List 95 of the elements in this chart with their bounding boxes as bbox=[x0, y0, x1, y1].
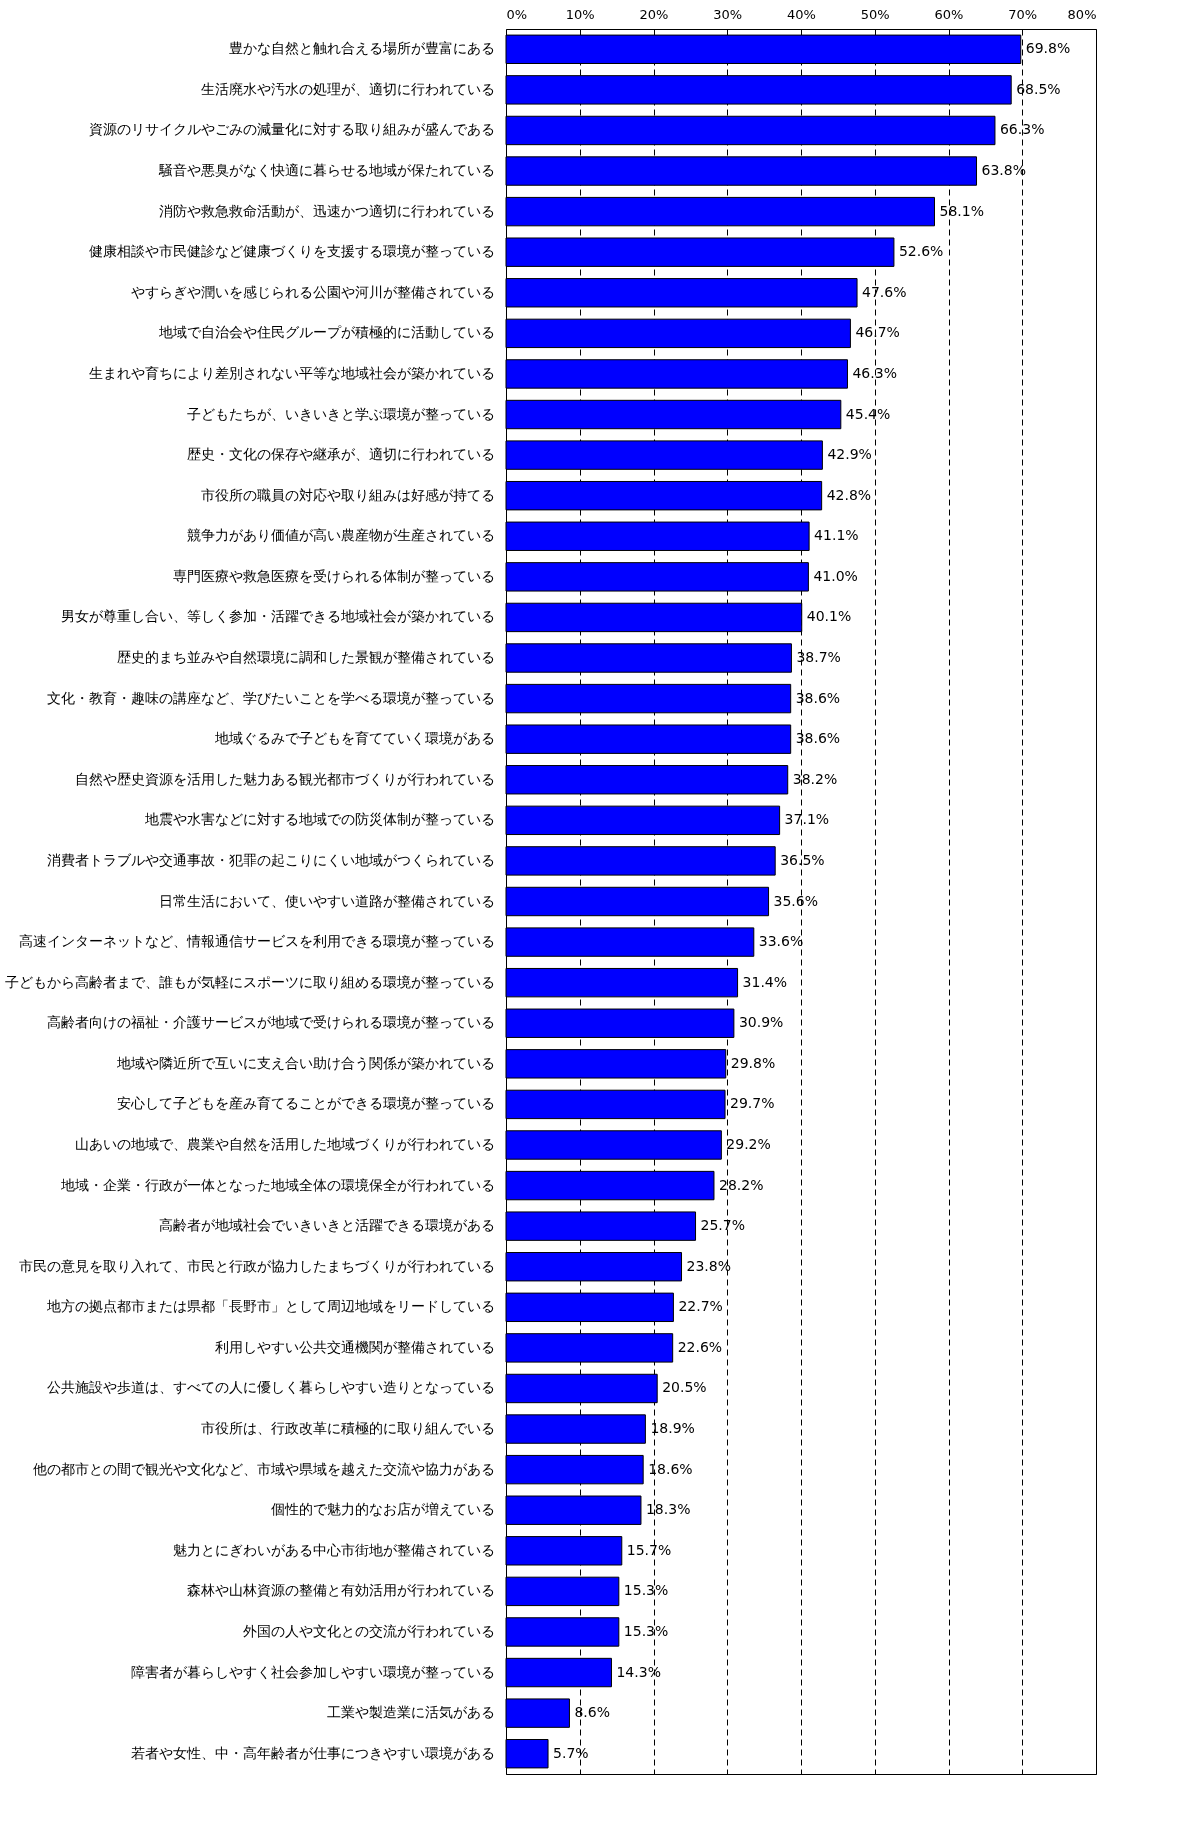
y-tick-label: 歴史的まち並みや自然環境に調和した景観が整備されている bbox=[116, 649, 495, 666]
data-label: 22.6% bbox=[677, 1338, 723, 1355]
y-tick-label: 男女が尊重し合い、等しく参加・活躍できる地域社会が築かれている bbox=[60, 608, 495, 625]
data-label: 42.8% bbox=[826, 486, 872, 503]
data-label: 18.9% bbox=[650, 1420, 695, 1437]
y-tick-label: 競争力があり価値が高い農産物が生産されている bbox=[186, 527, 495, 544]
data-label: 8.6% bbox=[574, 1704, 610, 1721]
x-tick-label: 40% bbox=[787, 6, 816, 22]
data-label: 14.3% bbox=[616, 1663, 661, 1680]
data-label: 22.7% bbox=[678, 1298, 723, 1315]
data-label: 18.3% bbox=[645, 1501, 691, 1518]
y-tick-label: 他の都市との間で観光や文化など、市域や県域を越えた交流や協力がある bbox=[32, 1460, 495, 1477]
y-tick-label: 地域・企業・行政が一体となった地域全体の環境保全が行われている bbox=[59, 1176, 495, 1193]
x-tick-label: 10% bbox=[565, 6, 595, 22]
y-tick-label: 日常生活において、使いやすい道路が整備されている bbox=[158, 892, 495, 909]
data-label: 46.3% bbox=[852, 364, 897, 381]
y-tick-label: 地方の拠点都市または県都「長野市」として周辺地域をリードしている bbox=[45, 1298, 495, 1315]
y-tick-label: 工業や製造業に活気がある bbox=[326, 1704, 495, 1721]
y-tick-label: 自然や歴史資源を活用した魅力ある観光都市づくりが行われている bbox=[74, 770, 495, 787]
y-tick-label: 地震や水害などに対する地域での防災体制が整っている bbox=[143, 811, 495, 828]
y-tick-label: 個性的で魅力的なお店が増えている bbox=[270, 1501, 495, 1518]
y-tick-label: 公共施設や歩道は、すべての人に優しく暮らしやすい造りとなっている bbox=[46, 1379, 495, 1396]
data-label: 63.8% bbox=[981, 162, 1027, 179]
x-tick-label: 0% bbox=[506, 6, 528, 22]
data-label: 18.6% bbox=[648, 1460, 693, 1477]
y-tick-label: 魅力とにぎわいがある中心市街地が整備されている bbox=[172, 1541, 495, 1558]
data-label: 31.4% bbox=[742, 973, 788, 990]
y-tick-label: 生まれや育ちにより差別されない平等な地域社会が築かれている bbox=[88, 364, 495, 381]
y-tick-label: 地域で自治会や住民グループが積極的に活動している bbox=[157, 324, 495, 341]
data-label: 38.6% bbox=[795, 730, 841, 747]
data-label: 42.9% bbox=[827, 446, 872, 463]
y-tick-label: 山あいの地域で、農業や自然を活用した地域づくりが行われている bbox=[74, 1135, 495, 1152]
data-label: 40.1% bbox=[806, 608, 852, 625]
data-label: 47.6% bbox=[862, 283, 907, 300]
data-label: 29.7% bbox=[730, 1095, 775, 1112]
x-tick-label: 30% bbox=[713, 6, 743, 22]
data-label: 68.5% bbox=[1016, 80, 1061, 97]
data-label: 35.6% bbox=[773, 892, 819, 909]
y-tick-label: やすらぎや潤いを感じられる公園や河川が整備されている bbox=[130, 283, 495, 300]
data-label: 25.7% bbox=[700, 1217, 746, 1234]
data-label: 29.2% bbox=[726, 1135, 771, 1152]
data-label: 38.2% bbox=[792, 770, 838, 787]
y-tick-label: 地域ぐるみで子どもを育てていく環境がある bbox=[213, 730, 495, 747]
data-label: 41.0% bbox=[813, 567, 858, 584]
y-tick-label: 若者や女性、中・高年齢者が仕事につきやすい環境がある bbox=[130, 1744, 495, 1761]
x-tick-label: 50% bbox=[860, 6, 890, 22]
y-tick-label: 利用しやすい公共交通機関が整備されている bbox=[214, 1338, 495, 1355]
data-label: 33.6% bbox=[758, 933, 804, 950]
x-tick-label: 60% bbox=[934, 6, 964, 22]
data-label: 66.3% bbox=[999, 121, 1045, 138]
y-tick-label: 高齢者向けの福祉・介護サービスが地域で受けられる環境が整っている bbox=[46, 1014, 495, 1031]
y-tick-label: 市役所は、行政改革に積極的に取り組んでいる bbox=[200, 1420, 495, 1437]
y-tick-label: 消費者トラブルや交通事故・犯罪の起こりにくい地域がつくられている bbox=[46, 851, 495, 868]
data-label: 36.5% bbox=[780, 851, 825, 868]
data-label: 38.6% bbox=[795, 689, 841, 706]
y-tick-label: 子どもたちが、いきいきと学ぶ環境が整っている bbox=[186, 405, 495, 422]
y-tick-label: 専門医療や救急医療を受けられる体制が整っている bbox=[172, 567, 495, 584]
data-label: 52.6% bbox=[898, 243, 944, 260]
y-tick-label: 森林や山林資源の整備と有効活用が行われている bbox=[186, 1582, 495, 1599]
data-label: 15.3% bbox=[623, 1582, 669, 1599]
y-tick-label: 騒音や悪臭がなく快適に暮らせる地域が保たれている bbox=[157, 162, 495, 179]
x-tick-label: 80% bbox=[1067, 6, 1097, 22]
x-tick-label: 70% bbox=[1008, 6, 1038, 22]
y-tick-label: 障害者が暮らしやすく社会参加しやすい環境が整っている bbox=[130, 1663, 495, 1680]
data-label: 29.8% bbox=[730, 1054, 776, 1071]
data-label: 15.7% bbox=[626, 1541, 672, 1558]
data-label: 23.8% bbox=[686, 1257, 732, 1274]
y-tick-label: 高齢者が地域社会でいきいきと活躍できる環境がある bbox=[158, 1217, 495, 1234]
data-label: 38.7% bbox=[796, 649, 841, 666]
data-label: 28.2% bbox=[718, 1176, 764, 1193]
y-tick-label: 地域や隣近所で互いに支え合い助け合う関係が築かれている bbox=[115, 1054, 495, 1071]
y-tick-label: 安心して子どもを産み育てることができる環境が整っている bbox=[116, 1095, 495, 1112]
data-label: 41.1% bbox=[814, 527, 859, 544]
data-label: 15.3% bbox=[623, 1622, 669, 1639]
y-tick-label: 文化・教育・趣味の講座など、学びたいことを学べる環境が整っている bbox=[46, 689, 495, 706]
y-tick-label: 資源のリサイクルやごみの減量化に対する取り組みが盛んである bbox=[88, 121, 495, 138]
y-tick-label: 豊かな自然と触れ合える場所が豊富にある bbox=[228, 40, 495, 57]
y-tick-label: 歴史・文化の保存や継承が、適切に行われている bbox=[186, 446, 495, 463]
data-label: 5.7% bbox=[553, 1744, 589, 1761]
y-tick-label: 生活廃水や汚水の処理が、適切に行われている bbox=[200, 80, 495, 97]
y-tick-label: 市役所の職員の対応や取り組みは好感が持てる bbox=[200, 486, 495, 503]
data-label: 37.1% bbox=[784, 811, 830, 828]
data-label: 58.1% bbox=[939, 202, 984, 219]
data-label: 46.7% bbox=[855, 324, 900, 341]
y-tick-label: 子どもから高齢者まで、誰もが気軽にスポーツに取り組める環境が整っている bbox=[4, 973, 495, 990]
data-label: 30.9% bbox=[738, 1014, 784, 1031]
data-label: 69.8% bbox=[1025, 40, 1071, 57]
x-tick-label: 20% bbox=[639, 6, 669, 22]
data-label: 45.4% bbox=[845, 405, 891, 422]
y-tick-label: 消防や救急救命活動が、迅速かつ適切に行われている bbox=[158, 202, 495, 219]
y-tick-label: 外国の人や文化との交流が行われている bbox=[242, 1622, 495, 1639]
y-tick-label: 高速インターネットなど、情報通信サービスを利用できる環境が整っている bbox=[18, 933, 495, 950]
y-tick-label: 健康相談や市民健診など健康づくりを支援する環境が整っている bbox=[88, 243, 495, 260]
y-tick-label: 市民の意見を取り入れて、市民と行政が協力したまちづくりが行われている bbox=[18, 1257, 495, 1274]
data-label: 20.5% bbox=[662, 1379, 707, 1396]
